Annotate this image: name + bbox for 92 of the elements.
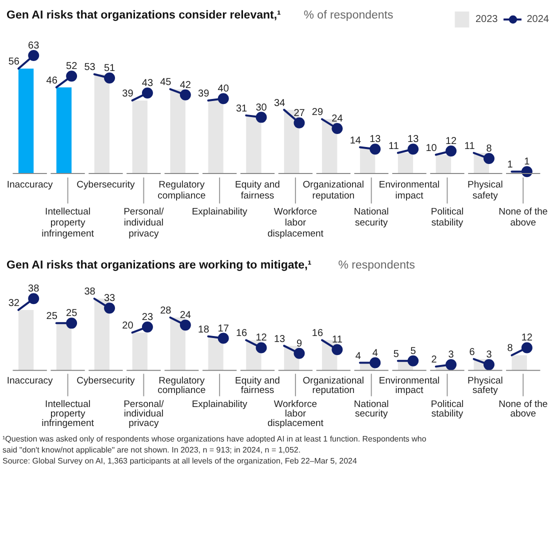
- data-label: 2: [431, 354, 438, 366]
- x-tick-label: Physical safety: [468, 180, 503, 202]
- data-label: 39: [122, 88, 134, 100]
- data-label: 53: [84, 62, 96, 74]
- data-label: 43: [142, 78, 154, 89]
- chart-title: Gen AI risks that organizations consider relevant,¹: [6, 10, 282, 22]
- x-tick-label: Workforce labor displacement: [267, 398, 324, 429]
- data-label: 39: [198, 88, 210, 100]
- data-label: 18: [198, 324, 210, 336]
- x-tick-label: Explainability: [192, 398, 248, 410]
- data-label: 11: [464, 140, 476, 152]
- source-note: Source: Global Survey on AI, 1,363 participants at all levels of the organization, Feb 22–Mar 5, 2024: [2, 456, 358, 466]
- x-tick-label: Organizational reputation: [302, 376, 364, 396]
- data-label: 38: [84, 286, 96, 298]
- x-tick-label: National security: [354, 398, 389, 420]
- data-label: 24: [332, 114, 344, 125]
- data-label: 4: [355, 350, 362, 362]
- x-tick-label: Intellectual property infringement: [42, 206, 94, 240]
- data-label: 3: [486, 350, 492, 361]
- data-label: 32: [8, 298, 20, 309]
- data-label: 63: [28, 40, 40, 52]
- x-tick-label: Equity and fairness: [235, 376, 280, 396]
- x-tick-label: Physical safety: [468, 376, 503, 396]
- legend-label: 2024: [526, 14, 549, 24]
- data-label: 24: [180, 310, 192, 322]
- x-tick-label: Explainability: [192, 206, 248, 218]
- data-label: 11: [332, 334, 343, 346]
- data-label: 9: [296, 338, 302, 350]
- data-label: 4: [372, 348, 378, 359]
- data-label: 8: [507, 343, 514, 354]
- data-label: 5: [410, 346, 416, 357]
- data-label: 17: [218, 323, 230, 334]
- data-label: 3: [448, 350, 454, 361]
- data-label: 1: [524, 156, 530, 168]
- data-label: 8: [486, 144, 492, 155]
- data-label: 46: [46, 75, 58, 86]
- data-label: 13: [408, 134, 420, 146]
- data-label: 25: [46, 311, 58, 322]
- data-label: 12: [256, 332, 268, 344]
- data-label: 6: [469, 347, 476, 358]
- x-tick-label: Political stability: [430, 206, 464, 228]
- x-tick-label: Inaccuracy: [6, 180, 54, 190]
- data-label: 1: [507, 160, 514, 171]
- data-label: 12: [521, 332, 533, 344]
- chart-subtitle: % of respondents: [304, 10, 394, 22]
- data-label: 10: [426, 142, 438, 154]
- data-label: 16: [236, 328, 248, 340]
- data-label: 30: [256, 102, 268, 114]
- data-label: 52: [66, 61, 78, 72]
- x-tick-label: Workforce labor displacement: [267, 206, 324, 240]
- x-tick-label: Regulatory compliance: [158, 376, 206, 396]
- x-tick-label: Equity and fairness: [235, 180, 280, 202]
- x-tick-label: Organizational reputation: [302, 180, 364, 202]
- x-tick-label: None of the above: [498, 206, 548, 228]
- x-tick-label: Environmental impact: [378, 376, 440, 396]
- data-label: 13: [274, 334, 286, 345]
- x-tick-label: Intellectual property infringement: [42, 398, 94, 429]
- data-label: 12: [445, 136, 458, 148]
- data-label: 56: [8, 56, 20, 68]
- x-tick-label: Inaccuracy: [6, 376, 54, 387]
- data-label: 29: [312, 107, 324, 118]
- data-label: 40: [218, 84, 230, 95]
- x-tick-label: Cybersecurity: [76, 180, 136, 190]
- chart-title: Gen AI risks that organizations are working to mitigate,¹: [6, 260, 312, 272]
- x-tick-label: Personal/ individual privacy: [124, 398, 164, 429]
- data-label: 11: [388, 140, 400, 152]
- data-label: 42: [180, 80, 192, 91]
- x-tick-label: Environmental impact: [378, 180, 440, 202]
- x-tick-label: National security: [354, 206, 389, 228]
- text: ¹Question was asked only of respondents whose organizations have adopted AI in at least 1 function. Respondents who said "don't know/not applicable" are not shown. In 2023, n = 913; in 2024, n = 1,052.: [2, 434, 427, 454]
- data-label: 34: [274, 98, 286, 109]
- x-tick-label: None of the above: [498, 398, 548, 420]
- data-label: 45: [160, 77, 172, 88]
- x-tick-label: Personal/ individual privacy: [124, 206, 164, 240]
- data-label: 16: [312, 328, 324, 340]
- data-label: 31: [236, 103, 248, 114]
- data-label: 27: [294, 108, 306, 119]
- data-label: 33: [104, 293, 116, 304]
- data-label: 51: [104, 62, 116, 74]
- legend-label: 2023: [476, 14, 498, 24]
- data-label: 23: [142, 312, 154, 323]
- data-label: 25: [66, 308, 78, 320]
- data-label: 28: [160, 306, 172, 317]
- data-label: 13: [370, 134, 382, 146]
- data-label: 5: [393, 348, 400, 360]
- x-tick-label: Political stability: [430, 398, 464, 420]
- data-label: 38: [28, 284, 40, 295]
- data-label: 20: [122, 320, 134, 332]
- data-label: 14: [350, 135, 362, 146]
- chart-subtitle: % respondents: [338, 260, 416, 272]
- x-tick-label: Cybersecurity: [76, 376, 136, 387]
- x-tick-label: Regulatory compliance: [158, 180, 206, 202]
